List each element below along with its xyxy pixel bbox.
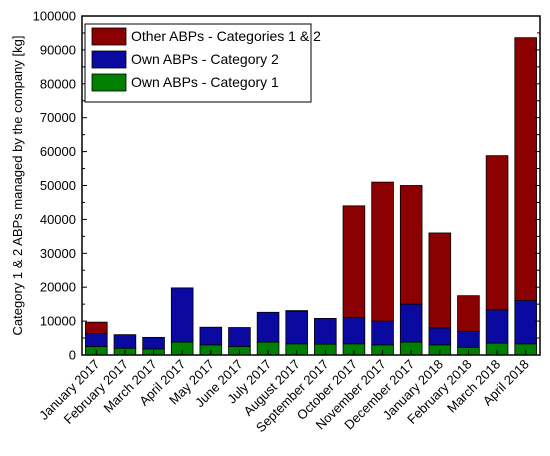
bar-segment: [428, 327, 452, 346]
bar-segment: [314, 317, 337, 345]
bar-segment: [85, 321, 108, 335]
bar-segment: [485, 155, 509, 311]
y-tick-label: 80000: [40, 76, 76, 91]
y-tick-label: 30000: [40, 246, 76, 261]
y-tick-label: 90000: [40, 42, 76, 57]
bar-segment: [113, 334, 137, 349]
bar-segment: [285, 310, 308, 313]
bar-segment: [371, 181, 394, 322]
y-tick-label: 50000: [40, 178, 76, 193]
legend-swatch: [91, 27, 127, 46]
bar-segment: [457, 295, 480, 332]
bar-segment: [170, 287, 194, 343]
y-tick-label: 70000: [40, 110, 76, 125]
bar-segment: [514, 300, 537, 345]
bar-segment: [142, 336, 165, 350]
bar-segment: [342, 317, 366, 345]
bar-segment: [428, 232, 452, 329]
y-tick-label: 100000: [33, 9, 76, 24]
bar-segment: [457, 330, 480, 348]
legend-label: Own ABPs - Category 1: [131, 74, 279, 90]
legend-swatch: [91, 50, 127, 69]
y-axis: 0 10000 20000 30000 40000 50000 60000 70000 8000…: [33, 9, 540, 363]
bar-segment: [399, 185, 423, 305]
bar-segment: [85, 333, 108, 347]
y-tick-label: 40000: [40, 212, 76, 227]
legend-swatch: [91, 73, 127, 92]
bar-segment: [285, 311, 308, 345]
legend-label: Other ABPs - Categories 1 & 2: [131, 28, 321, 44]
y-tick-label: 20000: [40, 280, 76, 295]
y-tick-label: 10000: [40, 314, 76, 329]
bar-segment: [228, 327, 251, 347]
bar-segment: [342, 205, 366, 319]
legend: Other ABPs - Categories 1 & 2 Own ABPs - …: [84, 23, 321, 103]
y-tick-label: 60000: [40, 144, 76, 159]
bar-segment: [371, 320, 394, 346]
bar-segment: [199, 326, 223, 346]
y-axis-title: Category 1 & 2 ABPs managed by the compa…: [10, 36, 25, 336]
legend-label: Own ABPs - Category 2: [131, 51, 279, 67]
bar-segment: [485, 309, 509, 344]
bar-segment: [256, 311, 280, 343]
bar-segment: [399, 303, 423, 343]
y-tick-label: 0: [69, 348, 76, 363]
bar-segment: [514, 37, 537, 301]
